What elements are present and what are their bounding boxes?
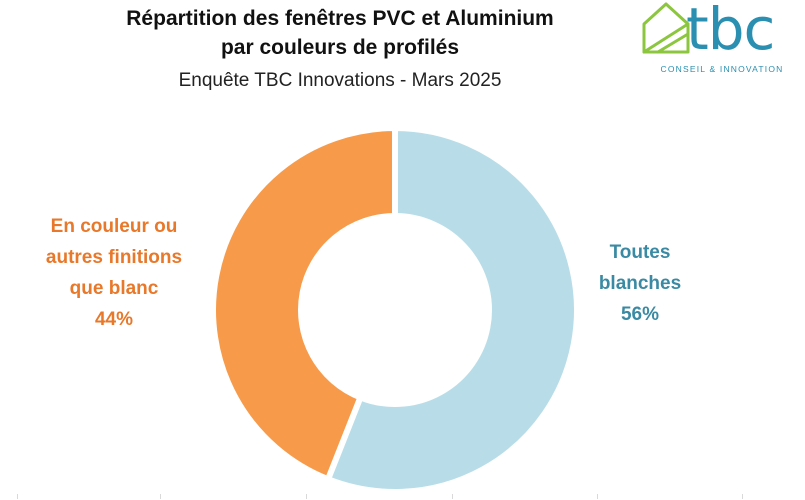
chart-title-line2: par couleurs de profilés [220, 36, 460, 59]
slice-label-colour-line2: autres finitions [45, 247, 183, 268]
house-outline-icon [642, 2, 690, 54]
slice-label-colour-line1: En couleur ou [50, 216, 178, 237]
donut-slice-colour [210, 124, 398, 484]
slice-label-white: Toutes blanches 56% [570, 237, 710, 330]
axis-tick [452, 494, 453, 499]
chart-title-line1: Répartition des fenêtres PVC et Aluminiu… [126, 7, 554, 30]
slice-label-white-line1: Toutes [609, 242, 671, 263]
slice-value-white: 56% [620, 304, 660, 325]
slice-label-colour-line3: que blanc [69, 278, 159, 299]
slice-value-colour: 44% [94, 309, 134, 330]
logo-tagline: CONSEIL & INNOVATION [660, 64, 784, 74]
logo-wordmark: tbc [686, 0, 775, 63]
axis-tick [160, 494, 161, 499]
axis-tick [306, 494, 307, 499]
axis-tick [17, 494, 18, 499]
axis-tick [597, 494, 598, 499]
donut-slice-white [324, 124, 580, 495]
slice-label-white-line2: blanches [598, 273, 682, 294]
chart-subtitle: Enquête TBC Innovations - Mars 2025 [178, 70, 502, 91]
axis-tick [742, 494, 743, 499]
slice-label-colour: En couleur ou autres finitions que blanc… [14, 211, 214, 335]
